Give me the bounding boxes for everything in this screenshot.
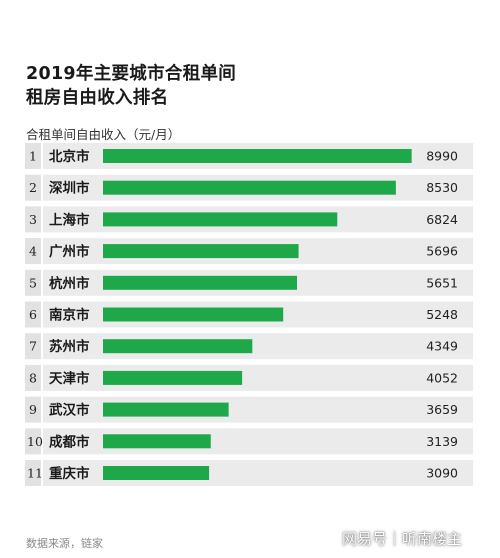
rank-label: 2 [29,180,37,195]
bar [103,275,298,290]
rank-label: 4 [29,244,37,259]
category-label: 南京市 [49,307,90,324]
rank-box [25,301,41,328]
rank-label: 10 [27,434,43,449]
category-label: 苏州市 [49,338,90,355]
bar [103,370,243,385]
rank-box [25,269,41,296]
value-label: 6824 [426,212,458,227]
value-label: 8990 [426,149,458,164]
brand-watermark: 网易号｜听南楼主 [341,530,462,548]
rank-box [25,333,41,360]
bar [103,212,338,227]
value-label: 4349 [426,339,458,354]
category-label: 广州市 [49,243,90,260]
bar [103,466,210,480]
chart-subtitle: 合租单间自由收入（元/月） [26,127,181,142]
category-label: 深圳市 [49,180,90,197]
rank-box [25,174,41,201]
rank-label: 6 [29,307,37,322]
rank-label: 11 [27,466,43,481]
rank-box [25,428,41,455]
rank-box [25,238,41,265]
data-source-note: 数据来源，链家 [26,537,103,550]
value-label: 5651 [426,275,458,290]
rank-label: 1 [29,149,37,164]
value-label: 5696 [426,244,458,259]
bar [103,244,299,259]
value-label: 8530 [426,180,458,195]
rank-box [25,143,41,169]
value-label: 3139 [426,434,458,449]
bar [103,402,229,417]
rank-label: 8 [29,370,37,385]
rank-label: 7 [29,339,37,354]
rank-box [25,460,41,486]
bar [103,180,396,195]
rank-box [25,396,41,423]
category-label: 重庆市 [49,465,90,482]
value-label: 5248 [426,307,458,322]
value-label: 4052 [426,370,458,385]
bar [103,339,253,354]
chart-title: 2019年主要城市合租单间 租房自由收入排名 [26,62,236,110]
rank-box [25,364,41,391]
category-label: 杭州市 [49,275,90,292]
category-label: 上海市 [49,211,90,228]
category-label: 成都市 [49,433,90,450]
bar [103,434,211,449]
chart-title-line-2: 租房自由收入排名 [26,88,169,108]
category-label: 武汉市 [49,402,90,419]
rank-label: 3 [29,212,37,227]
value-label: 3659 [426,402,458,417]
category-label: 天津市 [49,370,90,387]
bar [103,307,284,322]
value-label: 3090 [426,466,458,481]
category-label: 北京市 [49,148,90,165]
chart-title-line-1: 2019年主要城市合租单间 [26,64,237,84]
rank-box [25,206,41,233]
rank-label: 5 [29,275,37,290]
rank-label: 9 [29,402,37,417]
bar [103,149,412,163]
